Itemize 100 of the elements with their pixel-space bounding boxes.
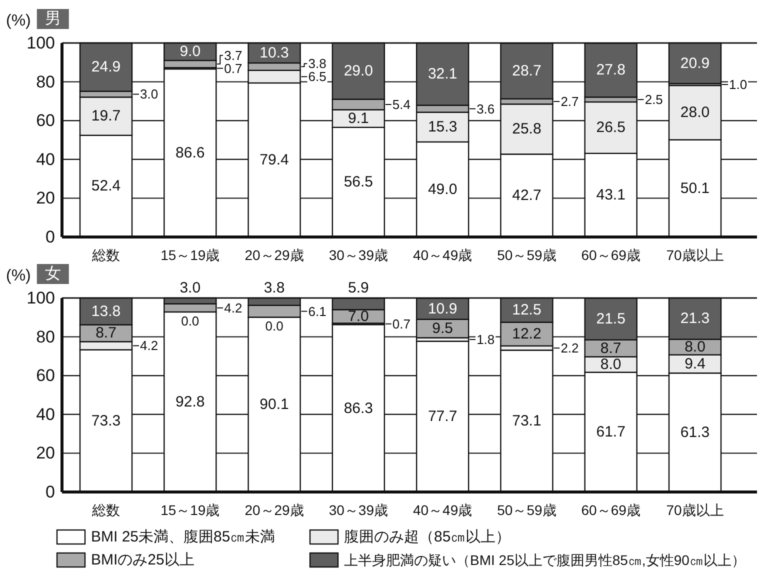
data-label: 21.5	[596, 310, 626, 328]
data-label: 7.0	[348, 308, 369, 325]
data-label: 50.1	[680, 180, 710, 197]
data-label: 3.8	[308, 56, 326, 72]
data-label: 6.1	[308, 304, 326, 319]
data-label: 10.3	[260, 44, 289, 62]
data-label: 0.0	[265, 318, 284, 334]
data-label: 56.5	[344, 174, 374, 191]
data-label: 4.2	[140, 338, 158, 354]
data-label: 9.1	[348, 110, 369, 128]
data-label: 28.0	[680, 104, 710, 122]
data-label: 32.1	[428, 66, 458, 83]
data-label: 43.1	[596, 186, 626, 204]
data-label: 3.7	[224, 48, 242, 63]
x-tick-label: 15～19歳	[160, 247, 220, 263]
x-tick-label: 40～49歳	[412, 502, 472, 518]
legend-label: 腹囲のみ超（85㎝以上）	[344, 528, 511, 546]
y-tick-label: 100	[26, 288, 55, 308]
data-label: 73.3	[91, 412, 121, 430]
x-tick-label: 30～39歳	[328, 502, 388, 518]
x-tick-label: 30～39歳	[328, 247, 388, 263]
data-label: 90.1	[260, 396, 289, 414]
data-label: 27.8	[596, 62, 626, 79]
y-tick-label: 0	[46, 228, 55, 246]
data-label: 25.8	[512, 120, 542, 138]
y-tick-label: 100	[26, 34, 55, 52]
legend-label: 上半身肥満の疑い（BMI 25以上で腹囲男性85㎝,女性90㎝以上）	[344, 552, 746, 568]
data-label: 12.5	[512, 302, 542, 319]
data-label: 3.0	[180, 280, 201, 296]
x-tick-label: 20～29歳	[244, 502, 304, 518]
data-label: 9.4	[684, 355, 706, 372]
data-label: 79.4	[260, 151, 289, 168]
data-label: 1.0	[729, 77, 748, 92]
y-tick-label: 80	[36, 72, 55, 92]
data-label: 9.5	[432, 320, 453, 338]
chart-title: 女	[44, 266, 61, 282]
data-label: 6.5	[308, 69, 326, 84]
data-label: 0.0	[181, 313, 200, 328]
data-label: 20.9	[680, 54, 710, 72]
data-label: 8.0	[684, 338, 706, 356]
data-label: 0.7	[392, 316, 411, 332]
data-label: 61.3	[680, 424, 710, 442]
data-label: 86.6	[176, 144, 205, 162]
data-label: 13.8	[91, 302, 121, 320]
data-label: 49.0	[428, 180, 458, 198]
y-tick-label: 60	[36, 111, 55, 130]
x-tick-label: 50～59歳	[497, 247, 556, 263]
x-tick-label: 20～29歳	[244, 247, 304, 263]
data-label: 77.7	[428, 408, 458, 426]
data-label: 61.7	[596, 424, 626, 441]
data-label: 5.4	[392, 97, 411, 112]
legend-label: BMIのみ25以上	[91, 552, 194, 568]
data-label: 2.5	[644, 92, 663, 108]
data-label: 42.7	[512, 187, 542, 204]
data-label: 15.3	[428, 118, 458, 136]
data-label: 3.6	[476, 101, 495, 116]
y-tick-label: 0	[46, 482, 55, 502]
x-tick-label: 50～59歳	[497, 502, 556, 518]
x-tick-label: 70歳以上	[666, 247, 724, 263]
data-label: 26.5	[596, 119, 626, 136]
y-tick-label: 40	[36, 404, 55, 424]
data-label: 3.8	[264, 280, 285, 296]
x-tick-label: 60～69歳	[581, 247, 640, 263]
data-label: 2.2	[560, 340, 579, 356]
x-tick-label: 70歳以上	[666, 502, 724, 518]
y-tick-label: 80	[36, 327, 55, 346]
data-label: 8.7	[96, 324, 116, 342]
data-label: 10.9	[428, 300, 458, 318]
x-tick-label: 総数	[91, 247, 120, 263]
title-badge: 女	[36, 264, 69, 284]
data-label: 1.8	[476, 332, 495, 348]
data-label: 52.4	[91, 178, 121, 195]
legend-label: BMI 25未満、腹囲85㎝未満	[91, 528, 276, 546]
y-tick-label: 60	[36, 366, 55, 386]
chart-title: 男	[44, 10, 61, 28]
data-label: 5.9	[348, 280, 369, 297]
data-label: 86.3	[344, 400, 374, 417]
data-label: 8.0	[600, 356, 622, 374]
data-label: 0.7	[224, 60, 242, 76]
data-label: 28.7	[512, 62, 542, 80]
y-axis-title: (%)	[6, 268, 31, 284]
data-label: 3.0	[140, 86, 158, 102]
data-label: 9.0	[180, 43, 201, 60]
data-label: 92.8	[176, 393, 205, 410]
y-tick-label: 20	[36, 444, 55, 463]
title-badge: 男	[36, 9, 69, 29]
y-axis-title: (%)	[6, 12, 31, 30]
data-label: 73.1	[512, 412, 542, 430]
x-tick-label: 総数	[91, 502, 120, 518]
data-label: 21.3	[680, 310, 710, 328]
data-label: 24.9	[91, 58, 121, 76]
data-label: 12.2	[512, 326, 542, 343]
data-label: 2.7	[560, 94, 579, 109]
y-tick-label: 40	[36, 150, 55, 169]
data-label: 19.7	[91, 108, 121, 125]
x-tick-label: 60～69歳	[581, 502, 640, 518]
data-label: 4.2	[224, 300, 242, 316]
data-label: 8.7	[600, 340, 622, 357]
x-tick-label: 40～49歳	[412, 247, 472, 263]
data-label: 29.0	[344, 62, 374, 80]
